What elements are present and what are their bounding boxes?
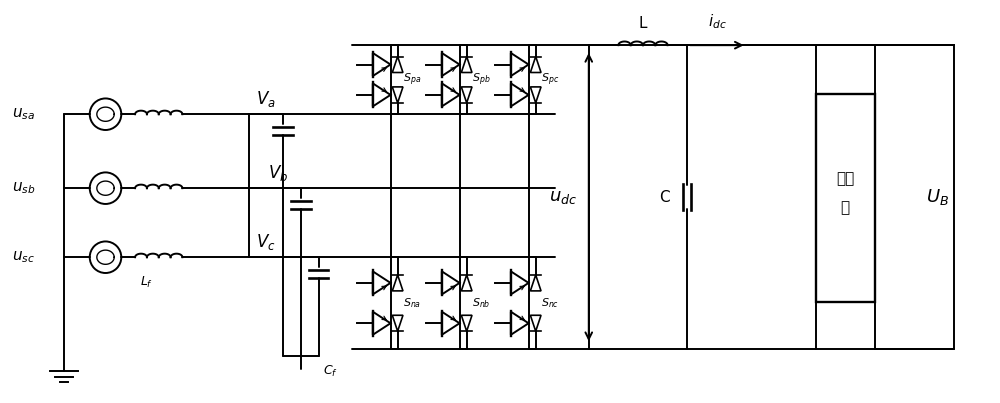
Text: $i_{dc}$: $i_{dc}$ [708,12,726,31]
Polygon shape [461,56,472,73]
Polygon shape [392,315,403,331]
Text: $V_a$: $V_a$ [256,89,276,109]
Text: $u_{sa}$: $u_{sa}$ [12,106,35,122]
Text: $S_{pc}$: $S_{pc}$ [541,71,559,88]
Polygon shape [392,87,403,103]
Text: $S_{pa}$: $S_{pa}$ [403,71,421,88]
Polygon shape [392,56,403,73]
Text: $C_f$: $C_f$ [323,364,338,379]
Text: $S_{nb}$: $S_{nb}$ [472,296,490,310]
Polygon shape [461,275,472,291]
Text: $L_f$: $L_f$ [140,275,153,290]
Polygon shape [530,56,541,73]
Text: $u_{sb}$: $u_{sb}$ [12,180,35,196]
Polygon shape [530,87,541,103]
Text: C: C [659,189,670,205]
Text: $S_{pb}$: $S_{pb}$ [472,71,490,88]
Text: 蓄电: 蓄电 [836,171,854,186]
Text: L: L [639,17,647,31]
Bar [816,94,875,301]
Text: $S_{nc}$: $S_{nc}$ [541,296,559,310]
Text: $U_B$: $U_B$ [926,187,949,207]
Text: 池: 池 [841,200,850,216]
Text: $V_c$: $V_c$ [256,232,276,252]
Polygon shape [530,275,541,291]
Polygon shape [530,315,541,331]
Text: $u_{sc}$: $u_{sc}$ [12,249,35,265]
Text: $u_{dc}$: $u_{dc}$ [549,188,577,206]
Polygon shape [461,87,472,103]
Polygon shape [392,275,403,291]
Text: $S_{na}$: $S_{na}$ [403,296,421,310]
Polygon shape [461,315,472,331]
Text: $V_b$: $V_b$ [268,163,288,183]
